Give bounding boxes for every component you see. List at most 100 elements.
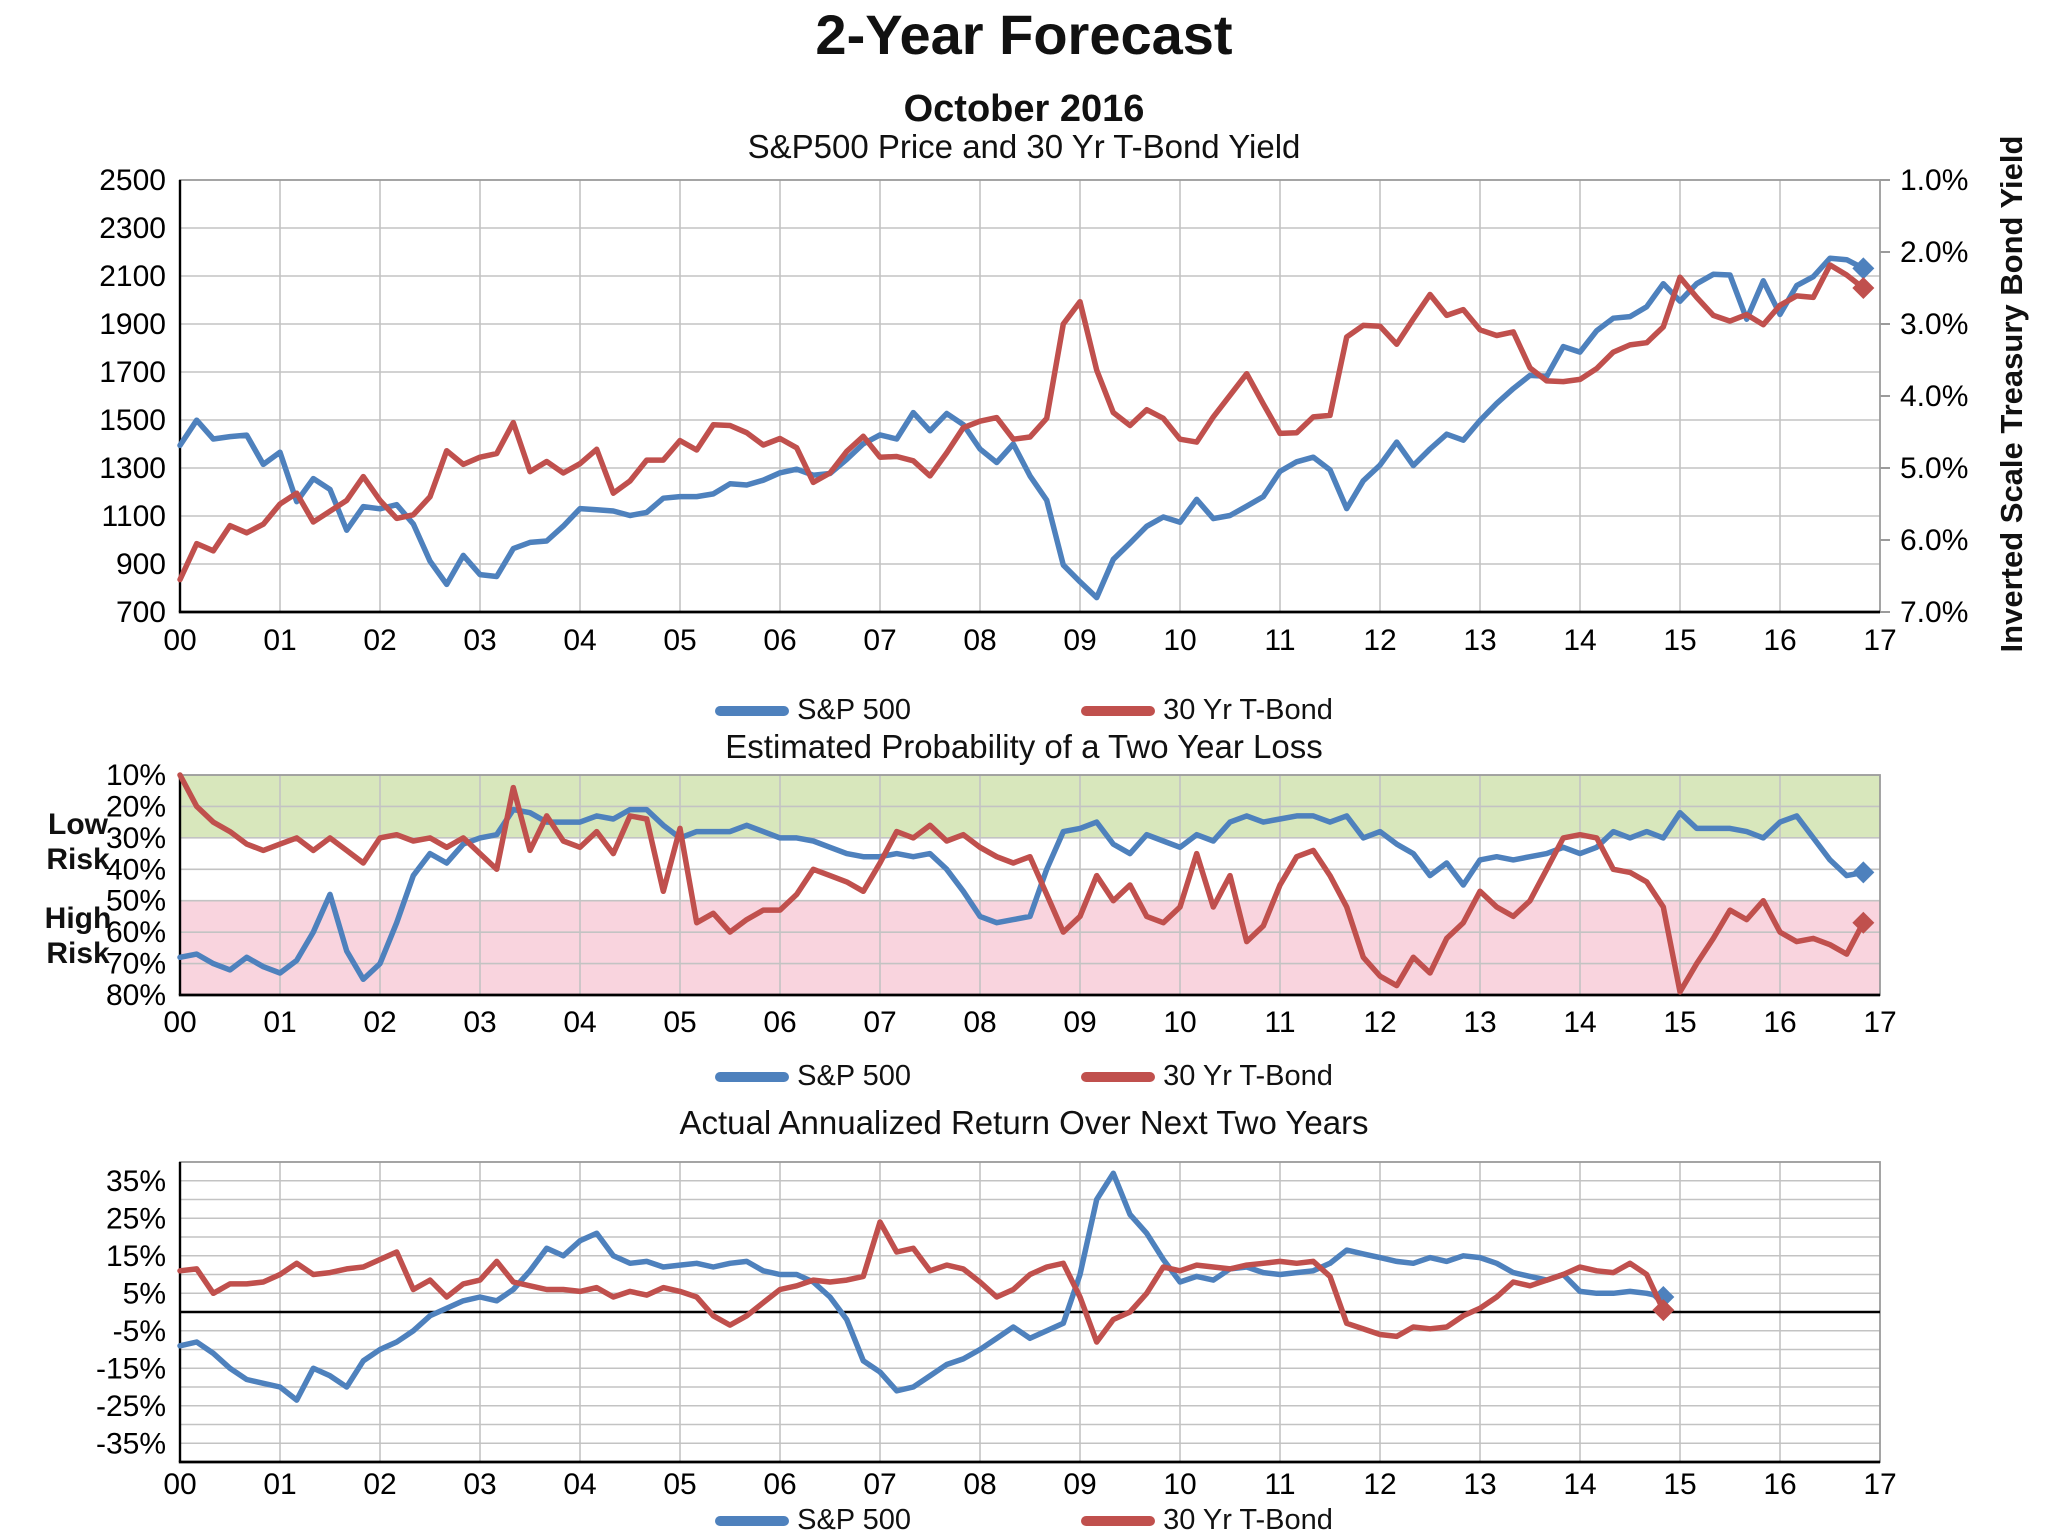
tbond-forward-return-line	[177, 1219, 1675, 1345]
x-tick-label: 02	[363, 624, 396, 657]
risk-bands	[180, 775, 1880, 995]
x-tick-label: 05	[663, 1468, 696, 1501]
x-axis-tick-labels: 00 01 02 03 04 05 06 07 08 09 10 11 12 13 14 15 16 17	[163, 1006, 1896, 1039]
left-axis-tick-label: 2300	[99, 212, 166, 245]
left-axis-tick-label: 50%	[106, 885, 166, 918]
left-axis-tick-label: 25%	[106, 1202, 166, 1235]
gridlines	[180, 1162, 1880, 1462]
sp500-legend-marker	[715, 705, 790, 716]
probability-chart-title: Estimated Probability of a Two Year Loss	[725, 728, 1323, 765]
left-axis-tick-labels: 10%20%30%40%50%60%70%80%	[106, 759, 166, 1012]
left-axis-tick-label: 10%	[106, 759, 166, 792]
sp500-legend-marker	[715, 1071, 790, 1082]
left-axis-tick-label: 1900	[99, 308, 166, 341]
right-axis-tick-labels: 1.0% 2.0% 3.0% 4.0% 5.0% 6.0% 7.0%	[1880, 164, 1968, 629]
left-axis-tick-label: 700	[116, 596, 166, 629]
left-axis-tick-label: 2100	[99, 260, 166, 293]
legend-item-tbond: 30 Yr T-Bond	[1081, 694, 1333, 727]
x-axis-tick-labels: 00 01 02 03 04 05 06 07 08 09 10 11 12 13 14 15 16 17	[163, 1468, 1896, 1501]
x-tick-label: 03	[463, 1006, 496, 1039]
x-tick-label: 04	[563, 1006, 596, 1039]
left-axis-tick-label: 35%	[106, 1165, 166, 1198]
right-axis-tick-label: 7.0%	[1900, 596, 1968, 629]
tbond-legend-marker	[1081, 1515, 1156, 1526]
x-tick-label: 08	[963, 624, 996, 657]
tbond-loss-probability-line	[177, 772, 1875, 995]
sp500-legend-marker	[715, 1515, 790, 1526]
x-tick-label: 15	[1663, 1468, 1696, 1501]
x-tick-label: 07	[863, 1006, 896, 1039]
x-tick-label: 17	[1863, 1468, 1896, 1501]
sp500-price-line-end-marker	[1852, 257, 1875, 280]
x-tick-label: 12	[1363, 624, 1396, 657]
left-axis-tick-label: 80%	[106, 979, 166, 1012]
left-axis-tick-label: 1500	[99, 404, 166, 437]
x-tick-label: 02	[363, 1006, 396, 1039]
right-axis-tick-label: 6.0%	[1900, 524, 1968, 557]
legend-item-tbond: 30 Yr T-Bond	[1081, 1504, 1333, 1536]
x-tick-label: 06	[763, 1006, 796, 1039]
right-axis-tick-label: 5.0%	[1900, 452, 1968, 485]
x-tick-label: 12	[1363, 1468, 1396, 1501]
tbond-forward-return-line-end-marker	[1652, 1299, 1675, 1322]
x-tick-label: 03	[463, 1468, 496, 1501]
left-axis-tick-label: 40%	[106, 853, 166, 886]
x-tick-label: 13	[1463, 1468, 1496, 1501]
x-tick-label: 01	[263, 624, 296, 657]
x-tick-label: 14	[1563, 1468, 1596, 1501]
x-tick-label: 06	[763, 1468, 796, 1501]
x-tick-label: 12	[1363, 1006, 1396, 1039]
x-tick-label: 16	[1763, 624, 1796, 657]
x-tick-label: 00	[163, 624, 196, 657]
x-tick-label: 06	[763, 624, 796, 657]
x-tick-label: 16	[1763, 1468, 1796, 1501]
x-tick-label: 10	[1163, 624, 1196, 657]
x-tick-label: 00	[163, 1468, 196, 1501]
legend-item-sp500: S&P 500	[715, 694, 911, 727]
x-tick-label: 13	[1463, 1006, 1496, 1039]
x-tick-label: 11	[1264, 1468, 1295, 1501]
tbond-legend-label: 30 Yr T-Bond	[1163, 1504, 1333, 1536]
gridlines	[180, 180, 1880, 612]
x-tick-label: 11	[1264, 1006, 1295, 1039]
high-risk-label: High Risk	[44, 902, 112, 970]
low-risk-label: Low Risk	[46, 808, 110, 876]
x-tick-label: 05	[663, 624, 696, 657]
left-axis-tick-label: 30%	[106, 822, 166, 855]
x-tick-label: 15	[1663, 1006, 1696, 1039]
sp500-loss-probability-line	[177, 806, 1875, 983]
legend-item-sp500: S&P 500	[715, 1060, 911, 1093]
left-axis-tick-label: -5%	[113, 1315, 166, 1348]
return-chart-legend: S&P 500 30 Yr T-Bond	[0, 1504, 2048, 1536]
x-tick-label: 10	[1163, 1468, 1196, 1501]
x-axis-tick-labels: 00 01 02 03 04 05 06 07 08 09 10 11 12 13 14 15 16 17	[163, 624, 1896, 657]
x-tick-label: 08	[963, 1468, 996, 1501]
sp500-legend-label: S&P 500	[797, 1504, 912, 1536]
tbond-yield-line-end-marker	[1852, 277, 1875, 299]
x-tick-label: 09	[1063, 624, 1096, 657]
left-axis-tick-labels: 2500 2300 2100 1900 1700 1500 1300 1100 900 700	[99, 164, 166, 629]
x-tick-label: 11	[1264, 624, 1295, 657]
x-tick-label: 14	[1563, 624, 1596, 657]
x-tick-label: 14	[1563, 1006, 1596, 1039]
right-axis-tick-label: 3.0%	[1900, 308, 1968, 341]
tbond-legend-label: 30 Yr T-Bond	[1163, 1060, 1333, 1092]
page-subtitle: October 2016	[903, 88, 1145, 130]
x-tick-label: 08	[963, 1006, 996, 1039]
sp500-forward-return-line	[177, 1170, 1675, 1403]
left-axis-tick-label: 1100	[101, 500, 166, 533]
x-tick-label: 13	[1463, 624, 1496, 657]
x-tick-label: 16	[1763, 1006, 1796, 1039]
right-axis-title: Inverted Scale Treasury Bond Yield	[1994, 135, 2029, 653]
x-tick-label: 02	[363, 1468, 396, 1501]
tbond-yield-line	[177, 262, 1875, 583]
right-axis-tick-label: 4.0%	[1900, 380, 1968, 413]
left-axis-tick-label: 60%	[106, 916, 166, 949]
price-yield-chart-legend: S&P 500 30 Yr T-Bond	[0, 694, 2048, 727]
left-axis-tick-label: 2500	[99, 164, 166, 197]
right-axis-tick-label: 2.0%	[1900, 236, 1968, 269]
legend-item-sp500: S&P 500	[715, 1504, 911, 1536]
left-axis-tick-label: 1300	[99, 452, 166, 485]
x-tick-label: 04	[563, 624, 596, 657]
left-axis-tick-label: -35%	[96, 1427, 166, 1460]
